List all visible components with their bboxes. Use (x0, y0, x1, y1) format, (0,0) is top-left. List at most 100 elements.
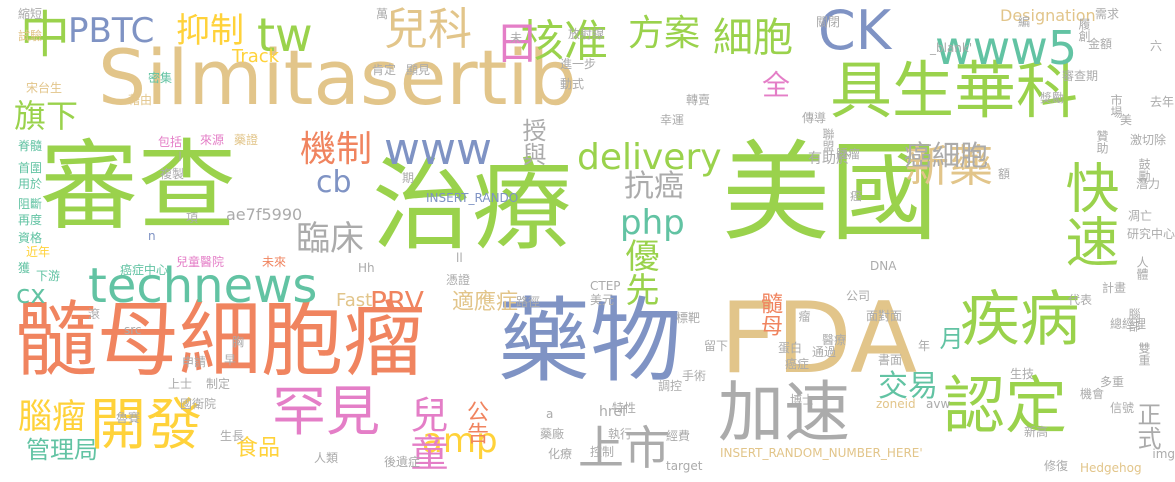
cloud-word: 試驗 (18, 29, 43, 43)
cloud-word: 腦瘤 (18, 397, 86, 437)
cloud-word: 切除 (1142, 133, 1167, 147)
cloud-word: 留下 (704, 339, 729, 353)
cloud-word: 罕見 (272, 380, 380, 443)
cloud-word: 包括 (158, 135, 183, 149)
cloud-word: 胸 (232, 335, 245, 349)
cloud-word: l (173, 150, 187, 164)
cloud-word: a (546, 407, 554, 421)
cloud-word: 快速 (1056, 160, 1119, 268)
cloud-word: 藥廠 (540, 427, 565, 441)
cloud-word: _blank' (930, 41, 973, 55)
cloud-word: zoneid (876, 397, 916, 411)
cloud-word: 近年 (26, 245, 51, 259)
cloud-word: 食品 (236, 436, 281, 461)
cloud-word: 人體 (1135, 256, 1149, 280)
cloud-word: 資格 (18, 231, 43, 245)
cloud-word: 後遺症 (384, 455, 421, 469)
cloud-word: 化療 (548, 447, 573, 461)
cloud-word: 癌 (850, 189, 863, 203)
cloud-word: 贊助 (1095, 130, 1109, 154)
cloud-word: target (666, 459, 703, 473)
cloud-word: 未 (510, 31, 523, 45)
cloud-word: 用於 (18, 177, 43, 191)
cloud-word: 公司 (846, 289, 871, 303)
cloud-word: 憑證 (446, 273, 471, 287)
cloud-word: ae7f5990 (226, 205, 303, 224)
cloud-word: 申請 (182, 355, 207, 369)
cloud-word: php (620, 203, 685, 243)
cloud-word: technews (88, 258, 318, 314)
cloud-word: 路徑 (516, 295, 541, 309)
cloud-word: 標靶 (676, 311, 701, 325)
cloud-word: 方案 (628, 13, 701, 54)
cloud-word: 兒科 (384, 4, 472, 55)
cloud-word: 關閉 (816, 15, 841, 29)
cloud-word: 美國 (722, 131, 939, 256)
cloud-word: 縮短 (18, 7, 43, 21)
cloud-word: CK (818, 0, 892, 62)
cloud-word: 研究中心 (1126, 227, 1175, 241)
cloud-word: 編 (1018, 15, 1031, 29)
cloud-word: Silmitasertib (98, 33, 577, 122)
cloud-word: 未來 (262, 255, 287, 269)
cloud-word: Hedgehog (1080, 461, 1142, 475)
cloud-word: 人類 (314, 451, 339, 465)
cloud-word: 市場 (1109, 94, 1123, 118)
cloud-word: tw (257, 8, 313, 62)
cloud-word: 髓母細胞瘤 (15, 293, 426, 388)
cloud-word: 全 (758, 70, 791, 98)
cloud-word: 加速 (718, 374, 850, 451)
cloud-word: 肯定 (372, 63, 397, 77)
cloud-word: img (1152, 447, 1175, 461)
cloud-word: 金額 (1088, 37, 1113, 51)
cloud-word: 阻斷 (18, 197, 43, 211)
cloud-word: 中 (20, 6, 70, 64)
cloud-word: 下游 (36, 269, 61, 283)
cloud-word: 放射線 (568, 27, 605, 41)
cloud-word: 認定 (943, 369, 1068, 442)
cloud-word: CTEP (590, 279, 621, 293)
cloud-word: 腦部 (1127, 308, 1141, 332)
cloud-word: 管理局 (26, 436, 98, 464)
cloud-word: 再度 (18, 213, 43, 227)
cloud-word: 藥物 (498, 288, 683, 395)
cloud-word: 醫療 (822, 333, 847, 347)
cloud-word: INSERT_RANDOM_NUMBER_HERE' (720, 446, 923, 460)
cloud-word: 審查期 (1062, 69, 1099, 83)
cloud-word: 多重 (1100, 375, 1125, 389)
cloud-word: 執行 (608, 427, 633, 441)
cloud-word: 抑制 (176, 11, 244, 51)
cloud-word: 總經理 (1110, 317, 1147, 331)
cloud-word: 履創 (1077, 18, 1091, 42)
cloud-word: 癌症 (785, 357, 810, 371)
cloud-word: 經費 (666, 429, 691, 443)
cloud-word: 需求 (1095, 7, 1120, 21)
cloud-word: 交易 (878, 369, 938, 404)
cloud-word: src (124, 323, 142, 337)
cloud-word: 具生華科 (830, 54, 1079, 127)
cloud-word: 優先 (619, 238, 659, 306)
cloud-word: 治療 (372, 147, 572, 264)
cloud-word: 美元 (590, 293, 615, 307)
cloud-word: 潛力 (1136, 177, 1161, 191)
cloud-word: cx (16, 280, 46, 310)
cloud-word: 手術 (682, 369, 707, 383)
cloud-word: 魯賽 (116, 411, 141, 425)
cloud-word: delivery (577, 137, 722, 178)
cloud-word: 新藥 (905, 141, 993, 192)
cloud-word: 鼓勵 (1137, 158, 1151, 182)
cloud-word: 開發 (90, 393, 202, 458)
cloud-word: 抗癌 (624, 169, 684, 204)
cloud-word: 瘤 (797, 310, 811, 322)
cloud-word: 顯見 (406, 63, 431, 77)
cloud-word: Hh (358, 261, 375, 275)
cloud-word: 機制 (300, 129, 373, 170)
cloud-word: 獎勵 (1040, 91, 1065, 105)
cloud-word: 期 (402, 171, 415, 185)
cloud-word: www (384, 124, 492, 175)
cloud-word: 來源 (200, 133, 225, 147)
cloud-word: 書面 (878, 353, 903, 367)
cloud-word: 進一步 (560, 57, 597, 71)
cloud-word: 計畫 (1102, 281, 1127, 295)
